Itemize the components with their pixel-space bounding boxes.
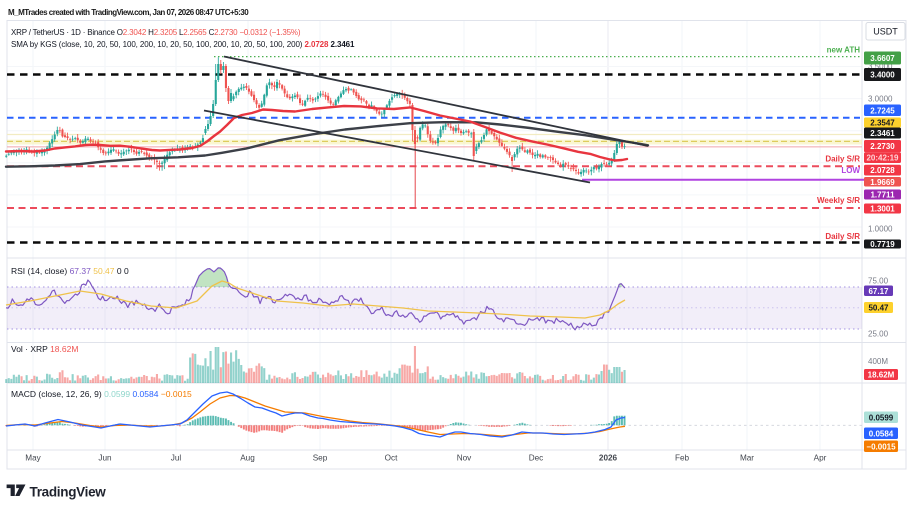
svg-text:3.4000: 3.4000 bbox=[870, 71, 895, 80]
svg-text:1.3001: 1.3001 bbox=[870, 205, 895, 214]
svg-text:400M: 400M bbox=[868, 357, 888, 366]
svg-text:1.9669: 1.9669 bbox=[870, 178, 895, 187]
svg-text:USDT: USDT bbox=[873, 27, 898, 37]
svg-text:67.17: 67.17 bbox=[868, 287, 889, 296]
svg-text:SMA by KGS (close, 10, 20, 50,: SMA by KGS (close, 10, 20, 50, 100, 200,… bbox=[11, 40, 355, 49]
svg-text:Jun: Jun bbox=[98, 454, 112, 463]
svg-text:Oct: Oct bbox=[385, 454, 398, 463]
svg-text:2.3461: 2.3461 bbox=[870, 129, 895, 138]
svg-text:Weekly S/R: Weekly S/R bbox=[817, 196, 860, 205]
svg-text:Mar: Mar bbox=[740, 454, 754, 463]
svg-text:2.2730: 2.2730 bbox=[870, 142, 895, 151]
svg-text:−0.0015: −0.0015 bbox=[866, 442, 896, 451]
svg-text:50.47: 50.47 bbox=[868, 304, 889, 313]
svg-text:Dec: Dec bbox=[529, 454, 544, 463]
svg-text:LOW: LOW bbox=[841, 166, 860, 175]
svg-text:0.7719: 0.7719 bbox=[870, 240, 895, 249]
svg-text:18.62M: 18.62M bbox=[868, 371, 895, 380]
svg-text:2.7245: 2.7245 bbox=[870, 106, 895, 115]
svg-text:M_MTrades created with Trading: M_MTrades created with TradingView.com, … bbox=[8, 8, 249, 17]
svg-text:Vol · XRP 18.62M: Vol · XRP 18.62M bbox=[11, 344, 78, 354]
svg-text:Apr: Apr bbox=[814, 454, 827, 463]
svg-text:2.0728: 2.0728 bbox=[870, 166, 895, 175]
svg-text:0.0584: 0.0584 bbox=[869, 429, 894, 438]
svg-text:3.5000: 3.5000 bbox=[868, 62, 893, 71]
svg-text:0.0599: 0.0599 bbox=[869, 413, 894, 422]
svg-text:Daily S/R: Daily S/R bbox=[825, 232, 860, 241]
svg-text:3.6607: 3.6607 bbox=[870, 54, 895, 63]
svg-text:2.3547: 2.3547 bbox=[870, 119, 895, 128]
svg-text:20:42:19: 20:42:19 bbox=[866, 154, 899, 163]
svg-text:May: May bbox=[25, 454, 41, 463]
svg-text:75.00: 75.00 bbox=[868, 276, 889, 285]
svg-text:Daily S/R: Daily S/R bbox=[825, 155, 860, 164]
svg-text:Sep: Sep bbox=[313, 454, 328, 463]
svg-text:RSI (14, close) 67.37 50.47 0: RSI (14, close) 67.37 50.47 0 0 bbox=[11, 266, 129, 276]
svg-text:Nov: Nov bbox=[457, 454, 472, 463]
svg-text:new ATH: new ATH bbox=[827, 46, 861, 55]
svg-text:XRP / TetherUS · 1D · Binance: XRP / TetherUS · 1D · Binance O2.3042 H2… bbox=[11, 28, 301, 37]
svg-text:1.7711: 1.7711 bbox=[870, 191, 895, 200]
svg-text:2026: 2026 bbox=[599, 454, 618, 463]
svg-text:MACD (close, 12, 26, 9) 0.0599: MACD (close, 12, 26, 9) 0.0599 0.0584 −0… bbox=[11, 389, 192, 399]
svg-text:TradingView: TradingView bbox=[30, 485, 107, 500]
svg-text:25.00: 25.00 bbox=[868, 330, 889, 339]
svg-text:Feb: Feb bbox=[675, 454, 690, 463]
svg-text:3.0000: 3.0000 bbox=[868, 95, 893, 104]
svg-text:Aug: Aug bbox=[240, 454, 255, 463]
svg-text:1.0000: 1.0000 bbox=[868, 224, 893, 233]
svg-text:Jul: Jul bbox=[171, 454, 182, 463]
